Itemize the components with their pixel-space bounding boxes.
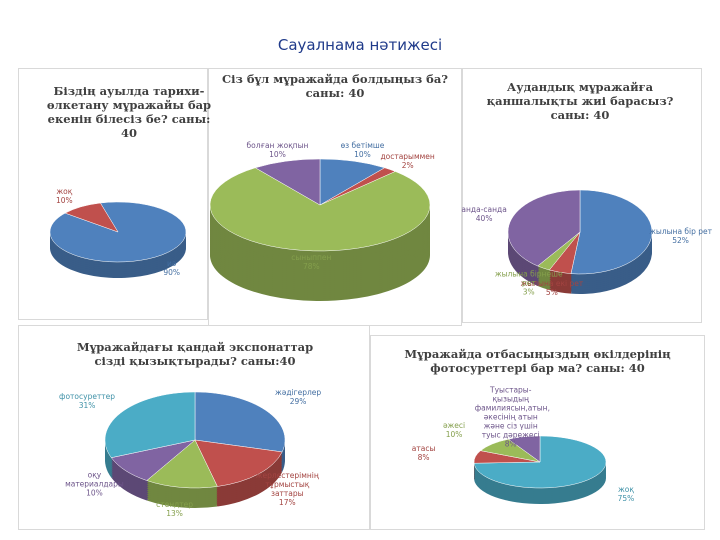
- chart-title: Мұражайдағы қандай экспонаттар сізді қыз…: [76, 340, 314, 368]
- value-label: 75%: [617, 494, 635, 504]
- slice: [64, 202, 119, 233]
- slice: [104, 391, 196, 458]
- value-label: 10%: [86, 488, 103, 498]
- value-label: 17%: [278, 498, 296, 508]
- value-label: 78%: [303, 262, 320, 272]
- category-label: жылына екі рет: [520, 279, 584, 289]
- slice-label: жылына екі рет 5%: [516, 279, 588, 297]
- value-label: 31%: [78, 400, 96, 410]
- slice-label: атасы 8%: [388, 444, 460, 462]
- value-label: 10%: [55, 195, 73, 205]
- category-label: Туыстары-қызыдың фамилиясын,атын, әкесін…: [474, 385, 550, 440]
- slice-label: Туыстары-қызыдың фамилиясын,атын, әкесін…: [474, 385, 550, 449]
- slice: [570, 189, 653, 275]
- slice: [194, 439, 283, 487]
- category-label: фотосуреттер: [59, 391, 116, 401]
- value-label: 5%: [545, 288, 558, 298]
- value-label: 10%: [269, 150, 286, 160]
- category-label: анда-санда: [461, 204, 507, 214]
- value-label: 29%: [289, 397, 307, 407]
- slide-title: Сауалнама нәтижесі: [277, 36, 443, 54]
- category-label: жәдігерлер: [275, 388, 322, 398]
- slice-label: жылына бір рет 52%: [645, 227, 717, 245]
- category-label: иә: [166, 259, 177, 269]
- slice-label: жәдігерлер 29%: [262, 388, 334, 406]
- slice-label: иә 90%: [136, 259, 208, 277]
- slice-label: жылына бірнеше рет 3%: [493, 269, 565, 296]
- slice: [254, 158, 321, 206]
- chart-title: Сіз бұл мұражайда болдыңыз ба? саны: 40: [221, 72, 449, 100]
- value-label: 3%: [522, 287, 535, 297]
- category-label: өз бетімше: [340, 141, 385, 151]
- slice: [146, 439, 218, 489]
- category-label: стендтер: [156, 499, 194, 509]
- category-label: жерлестерімнің тұрмыстық заттары: [255, 471, 319, 499]
- category-label: оқу материалдары: [65, 470, 124, 489]
- value-label: 10%: [445, 429, 463, 439]
- slice-label: өз бетімше 10%: [326, 141, 398, 159]
- chart-title: Мұражайда отбасыңыздың өкілдерінің фотос…: [404, 347, 671, 375]
- value-label: 8%: [504, 439, 517, 449]
- value-label: 13%: [166, 508, 183, 518]
- slice: [473, 435, 607, 489]
- slice-label: болған жоқпын 10%: [242, 141, 314, 159]
- slice-label: әжесі 10%: [418, 421, 490, 439]
- slice-label: достарыммен 2%: [372, 152, 444, 170]
- slice-label: жоқ 75%: [590, 485, 662, 503]
- value-label: 8%: [417, 452, 430, 462]
- value-label: 90%: [163, 268, 181, 278]
- value-label: 52%: [672, 235, 689, 245]
- chart-panel: [18, 68, 208, 320]
- value-label: 10%: [354, 150, 371, 160]
- category-label: болған жоқпын: [246, 141, 309, 151]
- value-label: 2%: [401, 160, 414, 170]
- category-label: әжесі: [442, 420, 466, 430]
- chart-title: Біздің ауылда тарихи-өлкетану мұражайы б…: [46, 84, 212, 140]
- slice-label: анда-санда 40%: [448, 205, 520, 223]
- slice: [194, 391, 286, 453]
- slice: [507, 435, 541, 463]
- slice-label: фотосуреттер 31%: [51, 392, 123, 410]
- category-label: атасы: [411, 443, 436, 453]
- slice: [209, 167, 431, 252]
- category-label: жоқ: [56, 186, 73, 196]
- slice-label: оқу материалдары 10%: [58, 471, 130, 498]
- chart-title: Аудандық мұражайға қаншалықты жиі барасы…: [486, 80, 674, 122]
- slice-label: стендтер 13%: [139, 500, 211, 518]
- category-label: жоқ: [617, 485, 634, 495]
- category-label: достарыммен: [380, 151, 435, 161]
- slice-label: сыныппен 78%: [275, 253, 347, 271]
- slice: [507, 189, 581, 267]
- slice-label: жоқ 10%: [28, 187, 100, 205]
- category-label: сыныппен: [291, 253, 332, 263]
- category-label: жылына бір рет: [649, 226, 713, 236]
- category-label: жылына бірнеше рет: [494, 269, 563, 288]
- slice-label: жерлестерімнің тұрмыстық заттары 17%: [251, 471, 323, 507]
- value-label: 40%: [475, 213, 493, 223]
